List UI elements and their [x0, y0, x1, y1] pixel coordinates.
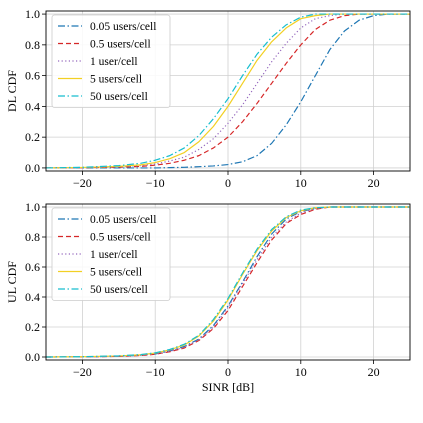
legend-entry-0: 0.05 users/cell: [90, 21, 156, 33]
y-tick-label: 1.0: [25, 7, 40, 21]
legend-entry-3: 5 users/cell: [90, 267, 142, 279]
x-tick-label: −10: [146, 365, 165, 379]
legend-entry-2: 1 user/cell: [90, 56, 138, 68]
legend: 0.05 users/cell 0.5 users/cell 1 user/cell…: [51, 207, 171, 301]
series-group: [46, 13, 410, 169]
legend: 0.05 users/cell 0.5 users/cell 1 user/cell…: [51, 14, 171, 108]
series-line-4: [46, 13, 410, 169]
y-axis-label: UL CDF: [5, 261, 19, 303]
y-tick-label: 0.8: [25, 38, 40, 52]
legend-entry-3: 5 users/cell: [90, 74, 142, 86]
series-line-2: [46, 206, 410, 358]
legend-entry-1: 0.5 users/cell: [90, 39, 151, 51]
x-tick-label: −10: [146, 176, 165, 190]
ul-cdf-panel: −20 −10 0 10 20 0.0 0.2 0.4 0.6 0.8 1.0 UL CDF SINR …: [5, 200, 411, 394]
y-tick-label: 0.0: [25, 161, 40, 175]
x-tick-label: 20: [368, 365, 380, 379]
x-tick-label: −20: [73, 365, 92, 379]
x-tick-label: 0: [225, 365, 231, 379]
y-tick-label: 0.8: [25, 230, 40, 244]
legend-entry-4: 50 users/cell: [90, 284, 148, 296]
series-group: [46, 206, 410, 358]
y-tick-label: 0.6: [25, 69, 40, 83]
legend-entry-1: 0.5 users/cell: [90, 232, 151, 244]
series-line-2: [46, 13, 410, 169]
dl-cdf-panel: −20 −10 0 10 20 0.0 0.2 0.4 0.6 0.8 1.0 DL CDF 0.05 …: [5, 7, 411, 190]
x-tick-label: 10: [295, 365, 307, 379]
y-tick-label: 0.4: [25, 290, 40, 304]
legend-entry-4: 50 users/cell: [90, 91, 148, 103]
x-tick-label: 20: [368, 176, 380, 190]
x-tick-label: 10: [295, 176, 307, 190]
x-tick-label: −20: [73, 176, 92, 190]
legend-box: [51, 14, 171, 108]
legend-box: [51, 207, 171, 301]
y-tick-label: 0.2: [25, 130, 40, 144]
y-tick-label: 0.4: [25, 99, 40, 113]
y-tick-label: 0.2: [25, 320, 40, 334]
x-axis-label: SINR [dB]: [202, 380, 254, 394]
series-line-0: [46, 13, 410, 169]
legend-entry-2: 1 user/cell: [90, 249, 138, 261]
series-line-4: [46, 206, 410, 358]
legend-entry-0: 0.05 users/cell: [90, 214, 156, 226]
y-tick-label: 0.0: [25, 350, 40, 364]
y-tick-label: 0.6: [25, 260, 40, 274]
y-tick-label: 1.0: [25, 200, 40, 214]
x-tick-label: 0: [225, 176, 231, 190]
y-axis-label: DL CDF: [5, 70, 19, 112]
